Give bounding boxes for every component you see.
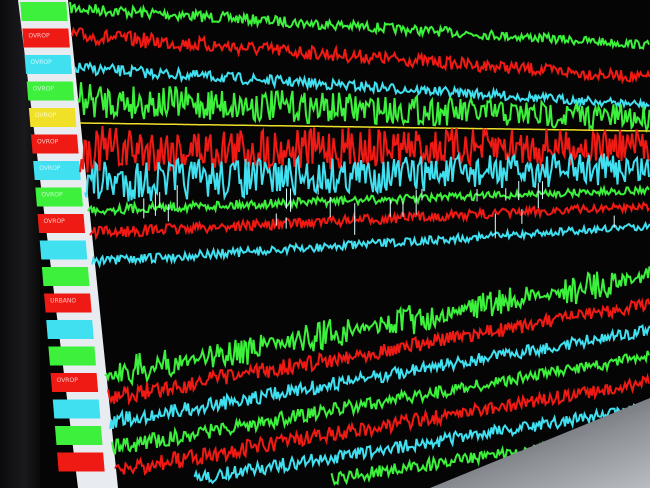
channel-label[interactable] [37, 214, 86, 233]
channel-label[interactable] [44, 293, 92, 313]
trace-red [107, 297, 650, 406]
trace-yellow [80, 122, 650, 132]
channel-label[interactable] [20, 2, 68, 21]
trace-cyan [74, 60, 650, 112]
channel-label-text: OVROP [39, 165, 61, 172]
trace-green [104, 266, 650, 387]
trace-cyan [84, 151, 650, 202]
channel-label[interactable] [50, 373, 99, 392]
trace-cyan [193, 402, 650, 485]
channel-label-text: OVROP [37, 139, 59, 146]
trace-red [71, 26, 650, 85]
channel-label-text: OVROP [33, 86, 55, 93]
channel-label-text: OVROP [44, 218, 66, 225]
channel-label[interactable] [54, 426, 103, 445]
trace-cyan [91, 220, 650, 269]
channel-label[interactable] [33, 161, 81, 180]
trace-cyan [109, 324, 650, 429]
channel-label-text: URBANO [50, 298, 76, 305]
channel-label-text: OVROP [41, 192, 63, 199]
channel-label-text: OVROP [57, 377, 79, 384]
trace-red [79, 126, 650, 174]
channel-label[interactable] [52, 399, 101, 419]
trace-green [111, 350, 650, 455]
trace-red [114, 372, 650, 476]
channel-label[interactable] [24, 55, 73, 74]
trace-green [77, 82, 650, 134]
channel-label[interactable] [22, 28, 70, 48]
channel-label[interactable] [26, 81, 75, 101]
channel-label[interactable] [48, 346, 96, 366]
channel-label[interactable] [41, 267, 90, 286]
channel-label[interactable] [35, 187, 83, 207]
channel-label-text: OVROP [28, 33, 50, 40]
channel-label-text: OVROP [31, 59, 53, 66]
channel-label[interactable] [31, 134, 79, 154]
channel-label-text: OVROP [35, 112, 57, 119]
trace-green [69, 1, 650, 50]
channel-label[interactable] [39, 240, 88, 260]
trace-red [89, 200, 650, 241]
channel-label[interactable] [46, 320, 94, 339]
channel-label[interactable] [57, 452, 105, 472]
trace-green [87, 183, 650, 217]
channel-label[interactable] [28, 108, 77, 127]
